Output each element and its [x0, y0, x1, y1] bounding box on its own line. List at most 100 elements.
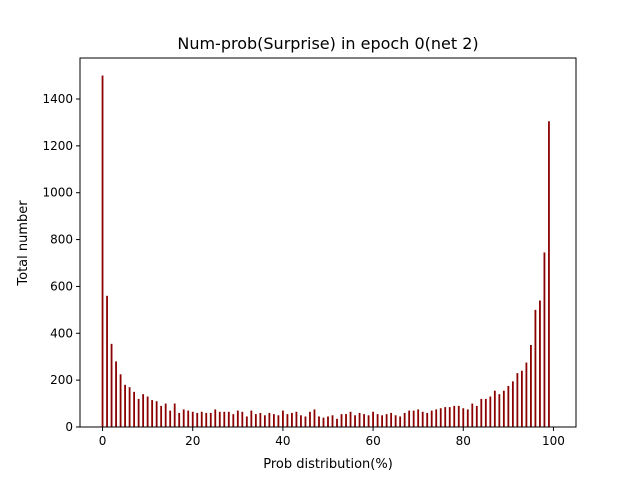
- bar-71: [421, 411, 424, 427]
- bar-50: [327, 416, 329, 427]
- bar-53: [340, 414, 343, 427]
- bar-21: [196, 412, 199, 427]
- bar-64: [390, 412, 393, 427]
- bar-47: [313, 409, 316, 427]
- bar-57: [358, 412, 361, 427]
- bar-41: [286, 414, 289, 427]
- bar-86: [489, 396, 492, 427]
- bar-58: [363, 414, 365, 427]
- x-tick-label: 0: [99, 434, 107, 448]
- bar-8: [137, 398, 140, 427]
- bar-11: [151, 400, 154, 427]
- bar-15: [169, 410, 172, 427]
- bar-93: [520, 370, 523, 427]
- bar-43: [295, 411, 298, 427]
- bar-49: [322, 417, 325, 427]
- x-tick-label: 60: [365, 434, 380, 448]
- x-axis-label: Prob distribution(%): [263, 457, 393, 472]
- bar-1: [106, 295, 108, 427]
- bar-2: [110, 343, 113, 427]
- bar-51: [331, 415, 334, 427]
- bar-3: [115, 361, 117, 427]
- y-tick-label: 400: [50, 326, 73, 340]
- y-axis-label: Total number: [16, 200, 31, 287]
- bar-74: [435, 409, 438, 427]
- bar-60: [372, 411, 374, 427]
- bar-94: [525, 362, 528, 427]
- bar-27: [223, 411, 226, 427]
- x-tick-label: 40: [275, 434, 290, 448]
- bars: [101, 75, 550, 427]
- bar-67: [403, 412, 406, 427]
- bar-61: [376, 414, 379, 427]
- y-axis: 0 200 400 600 800 1000 1200 1400: [42, 92, 80, 434]
- bar-62: [381, 415, 384, 427]
- bar-10: [146, 396, 149, 427]
- bar-84: [480, 398, 483, 427]
- bar-65: [394, 415, 397, 427]
- bar-9: [142, 394, 145, 427]
- bar-23: [205, 412, 208, 427]
- x-tick-label: 100: [542, 434, 565, 448]
- bar-80: [462, 408, 465, 427]
- bar-99: [548, 121, 550, 427]
- bar-40: [282, 410, 284, 427]
- bar-30: [236, 410, 239, 427]
- plot-frame: [79, 57, 577, 428]
- bar-90: [507, 386, 510, 427]
- bar-82: [471, 403, 474, 427]
- bar-70: [417, 409, 420, 427]
- bar-25: [214, 409, 217, 427]
- bar-55: [349, 411, 352, 427]
- bar-45: [304, 416, 307, 427]
- bar-39: [277, 415, 280, 427]
- bar-36: [263, 415, 266, 427]
- bar-42: [291, 412, 293, 427]
- bar-92: [516, 373, 519, 427]
- bar-81: [466, 409, 469, 427]
- chart-title: Num-prob(Surprise) in epoch 0(net 2): [177, 34, 478, 53]
- bar-4: [119, 374, 122, 427]
- bar-85: [484, 398, 487, 427]
- bar-28: [227, 411, 230, 427]
- bar-17: [178, 412, 181, 427]
- bar-78: [453, 405, 456, 427]
- bar-5: [124, 384, 126, 427]
- bar-46: [309, 411, 311, 427]
- bar-31: [241, 411, 244, 427]
- bar-24: [209, 412, 212, 427]
- bar-72: [426, 412, 429, 427]
- bar-29: [232, 414, 235, 427]
- bar-37: [268, 412, 271, 427]
- bar-59: [367, 415, 370, 427]
- bar-98: [543, 252, 546, 427]
- bar-32: [245, 416, 248, 427]
- bar-14: [164, 403, 167, 427]
- bar-19: [187, 410, 190, 427]
- bar-44: [300, 415, 302, 427]
- y-tick-label: 1200: [42, 139, 73, 153]
- bar-6: [128, 387, 131, 427]
- bar-22: [200, 411, 203, 427]
- bar-38: [272, 414, 275, 427]
- bar-77: [448, 407, 451, 427]
- bar-76: [444, 407, 447, 427]
- bar-96: [534, 309, 537, 427]
- y-tick-label: 800: [50, 233, 73, 247]
- y-tick-label: 200: [50, 373, 73, 387]
- bar-13: [160, 405, 163, 427]
- y-tick-label: 1000: [42, 186, 73, 200]
- bar-34: [254, 414, 257, 427]
- bar-0: [101, 75, 104, 427]
- bar-97: [539, 300, 541, 427]
- bar-56: [354, 415, 356, 427]
- bar-75: [439, 408, 442, 427]
- bar-7: [133, 391, 136, 427]
- bar-79: [457, 405, 460, 427]
- y-tick-label: 0: [65, 420, 73, 434]
- bar-16: [173, 403, 176, 427]
- bar-63: [385, 414, 388, 427]
- bar-48: [318, 416, 320, 427]
- bar-95: [530, 345, 532, 427]
